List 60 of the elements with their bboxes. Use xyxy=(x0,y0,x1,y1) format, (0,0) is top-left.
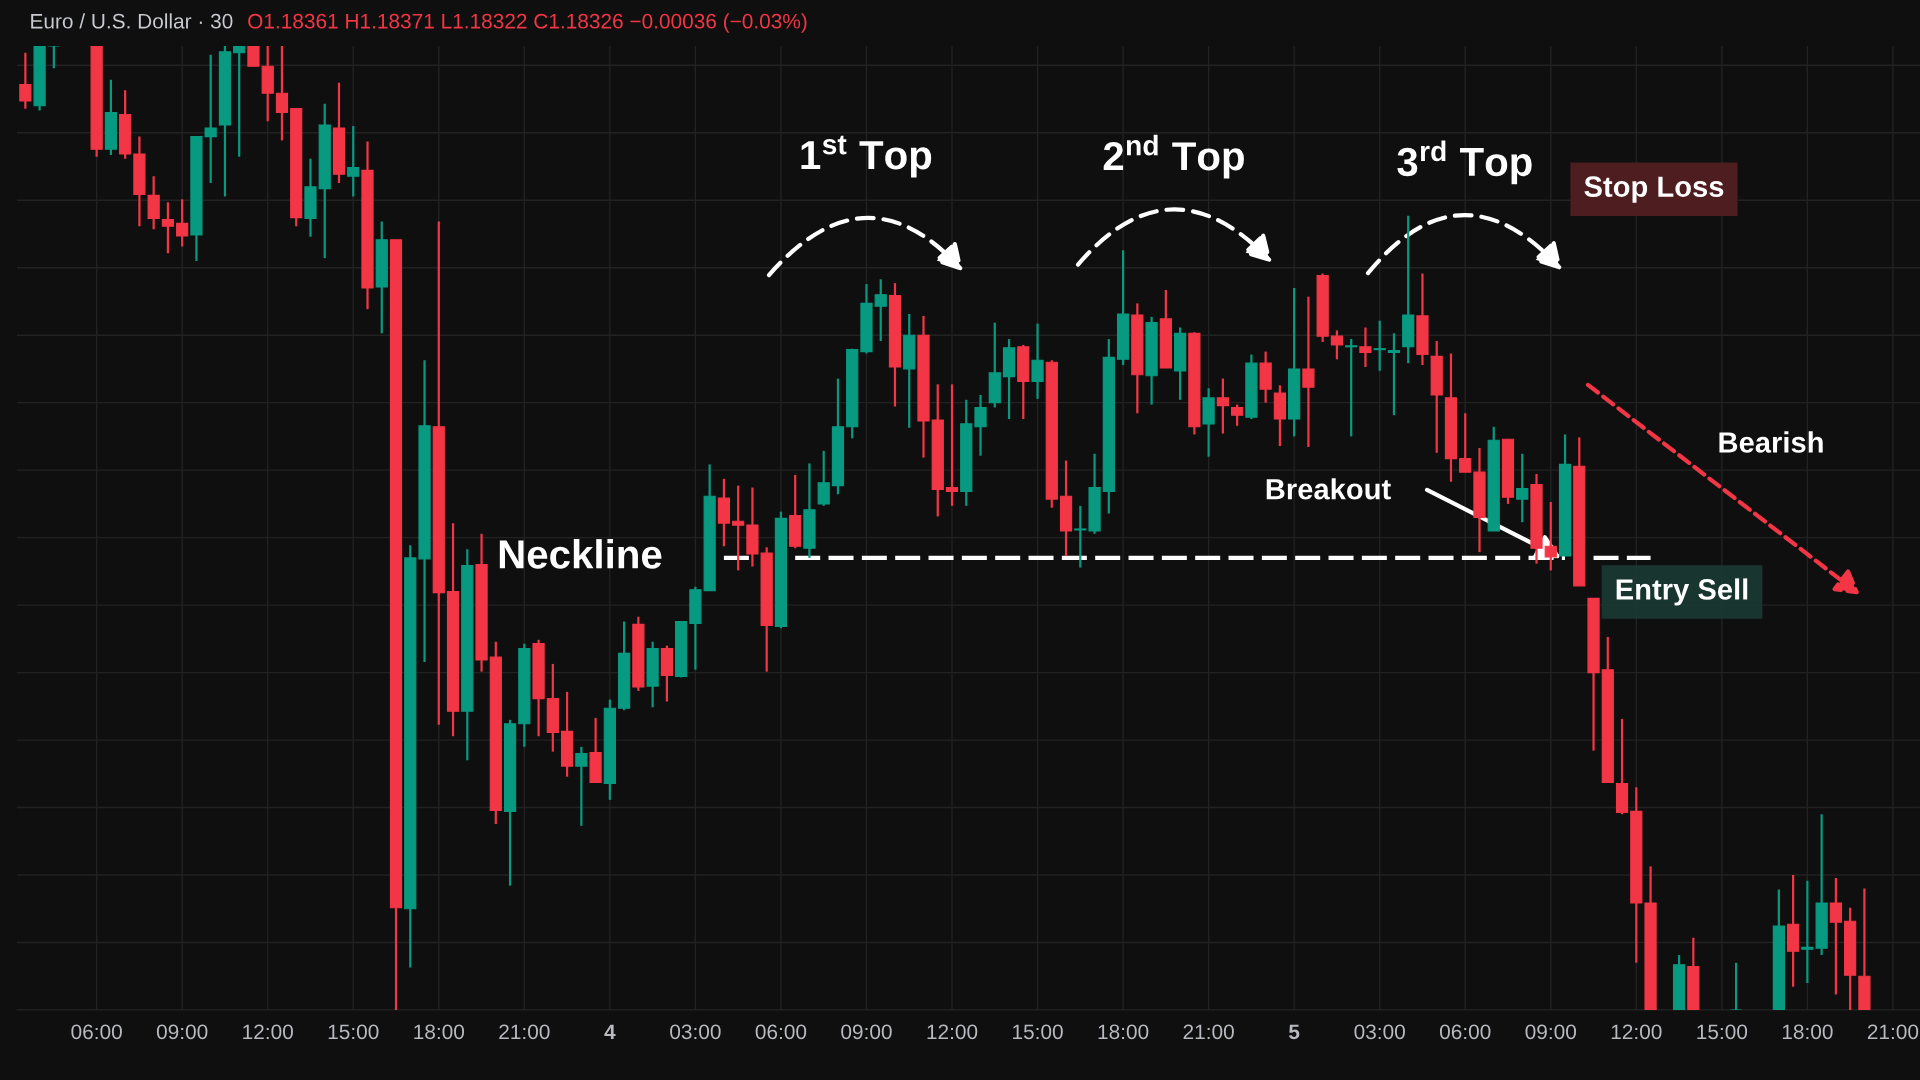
series-label: Neckline xyxy=(499,539,662,569)
x-tick-label: 18:00 xyxy=(414,1024,465,1040)
x-tick-label: 21:00 xyxy=(499,1024,550,1040)
candlestick xyxy=(161,201,175,255)
annotation: Entry Sell xyxy=(1616,578,1748,606)
chart-title: Euro / U.S. Dollar · 30 xyxy=(31,13,233,29)
x-tick-label: 12:00 xyxy=(243,1024,293,1040)
candlestick xyxy=(275,46,289,142)
candlestick xyxy=(19,51,32,110)
candlestick xyxy=(47,46,60,70)
annotation: Breakout xyxy=(1266,478,1391,500)
x-tick-label: 09:00 xyxy=(156,1024,208,1040)
candlestick xyxy=(817,449,830,507)
candlestick xyxy=(147,175,160,231)
chart-subtitle: O1.18361 H1.18371 L1.18322 C1.18326 −0.00036 (−0.03%) xyxy=(248,13,807,33)
x-tick-label: 21:00 xyxy=(1867,1024,1919,1040)
x-tick-label: 15:00 xyxy=(1013,1024,1063,1040)
candlestick xyxy=(1330,329,1344,361)
candlestick xyxy=(1345,337,1358,438)
candlestick xyxy=(1216,377,1229,435)
x-tick-label: 15:00 xyxy=(1697,1024,1748,1040)
candlestick xyxy=(1231,403,1244,427)
x-tick-label: 5 xyxy=(1289,1024,1300,1040)
annotation: 3$^{rd}$ Top xyxy=(1397,140,1532,185)
x-tick-label: 03:00 xyxy=(670,1024,721,1040)
x-tick-label: 18:00 xyxy=(1098,1024,1149,1040)
x-tick-label: 12:00 xyxy=(1611,1024,1662,1040)
x-tick-label: 4 xyxy=(604,1024,616,1039)
candlestick xyxy=(1359,326,1372,369)
candlestick xyxy=(176,198,189,248)
annotation: Stop Loss xyxy=(1584,176,1724,203)
x-tick-label: 21:00 xyxy=(1183,1024,1234,1040)
candlestick xyxy=(1373,319,1386,372)
candlestick xyxy=(1031,322,1044,400)
x-tick-label: 09:00 xyxy=(1525,1024,1577,1040)
candlestick xyxy=(732,484,745,572)
candlestick xyxy=(1516,452,1529,524)
x-tick-label: 12:00 xyxy=(927,1024,978,1040)
x-tick-label: 06:00 xyxy=(1439,1024,1491,1040)
candlestick xyxy=(233,46,246,158)
annotation: 1$^{st}$ Top xyxy=(801,135,932,178)
x-tick-label: 06:00 xyxy=(71,1024,122,1040)
x-tick-label: 03:00 xyxy=(1354,1024,1405,1040)
x-tick-label: 15:00 xyxy=(328,1024,379,1040)
annotation: 2$^{nd}$ Top xyxy=(1103,134,1244,179)
x-tick-label: 18:00 xyxy=(1782,1024,1833,1040)
candlestick xyxy=(945,383,959,507)
candlestick xyxy=(347,124,360,198)
candlestick xyxy=(1829,876,1843,996)
candlestick xyxy=(1459,412,1472,474)
candlestick xyxy=(575,745,588,827)
candlestick xyxy=(1387,332,1401,417)
annotation: Bearish xyxy=(1719,431,1823,453)
candlestick xyxy=(874,278,887,343)
x-tick-label: 06:00 xyxy=(755,1024,807,1040)
candlestick xyxy=(1729,961,1743,1010)
candlestick xyxy=(1302,295,1315,449)
candlestick xyxy=(1544,500,1557,572)
candlestick xyxy=(974,393,987,457)
x-tick-label: 09:00 xyxy=(841,1024,892,1040)
